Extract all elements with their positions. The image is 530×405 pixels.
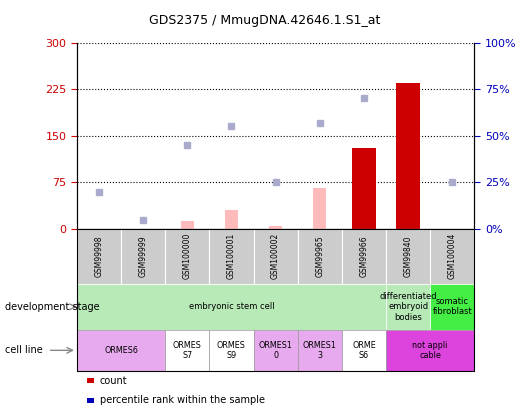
Text: count: count	[100, 376, 127, 386]
Text: cell line: cell line	[5, 345, 43, 355]
Text: GSM99999: GSM99999	[139, 235, 147, 277]
Text: GDS2375 / MmugDNA.42646.1.S1_at: GDS2375 / MmugDNA.42646.1.S1_at	[149, 14, 381, 27]
Bar	[396, 85, 420, 229]
Text: GSM100002: GSM100002	[271, 233, 280, 279]
Bar	[352, 148, 376, 229]
Text: development stage: development stage	[5, 302, 100, 312]
Text: ORMES1
0: ORMES1 0	[259, 341, 293, 360]
Text: embryonic stem cell: embryonic stem cell	[189, 302, 274, 311]
Text: ORMES1
3: ORMES1 3	[303, 341, 337, 360]
Bar	[269, 226, 282, 229]
Text: differentiated
embryoid
bodies: differentiated embryoid bodies	[379, 292, 437, 322]
Text: somatic
fibroblast: somatic fibroblast	[432, 297, 472, 316]
Text: not appli
cable: not appli cable	[412, 341, 448, 360]
Bar	[313, 188, 326, 229]
Text: GSM99840: GSM99840	[404, 235, 412, 277]
Text: GSM100000: GSM100000	[183, 233, 192, 279]
Bar	[181, 221, 194, 229]
Text: percentile rank within the sample: percentile rank within the sample	[100, 395, 264, 405]
Bar	[225, 210, 238, 229]
Text: GSM100004: GSM100004	[448, 233, 457, 279]
Bar	[396, 83, 420, 229]
Text: ORMES
S7: ORMES S7	[173, 341, 202, 360]
Text: GSM99998: GSM99998	[94, 235, 103, 277]
Text: ORMES
S9: ORMES S9	[217, 341, 246, 360]
Text: ORME
S6: ORME S6	[352, 341, 376, 360]
Text: GSM99965: GSM99965	[315, 235, 324, 277]
Text: ORMES6: ORMES6	[104, 346, 138, 355]
Text: GSM99966: GSM99966	[359, 235, 368, 277]
Text: GSM100001: GSM100001	[227, 233, 236, 279]
